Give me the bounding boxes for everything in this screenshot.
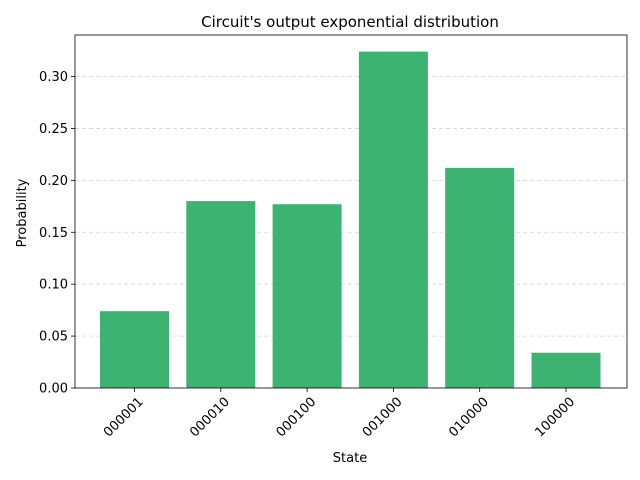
y-tick-label: 0.10 bbox=[39, 278, 68, 293]
y-tick-label: 0.25 bbox=[39, 122, 68, 137]
bar-010000 bbox=[445, 167, 515, 388]
x-axis-label: State bbox=[333, 451, 367, 466]
y-tick-label: 0.30 bbox=[39, 70, 68, 85]
y-ticks: 0.00 0.05 0.10 0.15 0.20 0.25 0.30 bbox=[39, 70, 75, 397]
x-tick-label: 000100 bbox=[274, 395, 320, 441]
y-tick-label: 0.15 bbox=[39, 226, 68, 241]
y-tick-label: 0.20 bbox=[39, 174, 68, 189]
x-tick-label: 000001 bbox=[101, 395, 147, 441]
x-ticks: 000001 000010 000100 001000 010000 100000 bbox=[101, 388, 578, 440]
y-tick-label: 0.00 bbox=[39, 382, 68, 397]
bar-000001 bbox=[100, 311, 169, 388]
x-tick-label: 010000 bbox=[446, 395, 492, 441]
x-tick-label: 001000 bbox=[360, 395, 406, 441]
bar-001000 bbox=[358, 51, 428, 389]
y-axis-label: Probability bbox=[15, 178, 30, 247]
bars-layer bbox=[100, 51, 601, 389]
plot-frame bbox=[74, 34, 628, 389]
bar-000100 bbox=[272, 204, 342, 388]
y-tick-label: 0.05 bbox=[39, 330, 68, 345]
bar-100000 bbox=[531, 352, 601, 388]
x-tick-label: 000010 bbox=[187, 395, 233, 441]
x-tick-label: 100000 bbox=[532, 395, 578, 441]
chart-title: Circuit's output exponential distributio… bbox=[201, 13, 499, 31]
axes-layer bbox=[74, 34, 628, 389]
bar-000010 bbox=[186, 201, 256, 388]
